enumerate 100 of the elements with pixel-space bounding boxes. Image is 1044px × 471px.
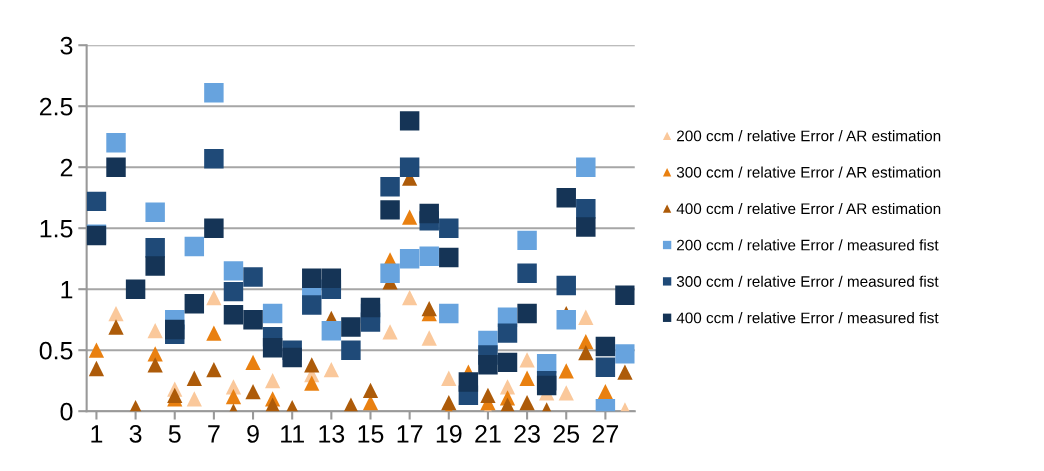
point	[204, 148, 224, 169]
point	[595, 336, 616, 357]
point	[245, 384, 261, 400]
point	[597, 384, 614, 400]
point	[617, 364, 633, 380]
x-tick-label: 15	[358, 425, 384, 443]
point	[282, 347, 302, 368]
y-tick-label: 1	[61, 281, 73, 299]
point	[519, 370, 535, 386]
point	[243, 309, 263, 330]
point	[615, 344, 635, 364]
x-tick-label: 11	[281, 425, 304, 443]
legend-label: 400 ccm / relative Error / AR estimation	[676, 202, 941, 215]
point	[578, 309, 594, 325]
legend-label: 200 ccm / relative Error / measured fist	[677, 239, 939, 251]
point	[595, 357, 616, 377]
point	[419, 246, 439, 266]
y-tick-label: 0	[60, 402, 73, 421]
point	[402, 209, 418, 225]
point	[402, 290, 418, 306]
point	[380, 263, 400, 284]
point	[206, 325, 222, 341]
x-tick-label: 25	[553, 425, 580, 443]
point	[147, 323, 163, 339]
x-tick-label: 13	[319, 425, 345, 443]
point	[499, 397, 516, 412]
point	[321, 268, 342, 288]
legend-label: 300 ccm / relative Error / AR estimation	[676, 166, 941, 178]
point	[421, 301, 437, 317]
point	[106, 157, 126, 177]
point	[145, 202, 165, 223]
point	[578, 344, 594, 361]
point	[399, 111, 420, 131]
point	[576, 157, 596, 177]
point	[206, 290, 222, 306]
point	[223, 261, 244, 281]
point	[576, 217, 596, 237]
point	[262, 338, 283, 358]
point	[125, 279, 146, 299]
y-tick-label: 1.5	[40, 220, 73, 238]
point	[184, 294, 205, 314]
point	[323, 362, 339, 378]
point	[86, 191, 107, 212]
point	[108, 319, 124, 335]
y-tick-label: 3	[60, 36, 73, 55]
point	[576, 198, 596, 219]
point	[519, 395, 535, 411]
x-tick-label: 5	[168, 425, 181, 443]
point	[497, 352, 518, 373]
point	[302, 295, 322, 315]
point	[478, 355, 498, 375]
point	[439, 247, 459, 268]
point	[147, 357, 163, 373]
point	[399, 248, 420, 269]
point	[519, 352, 535, 368]
point	[204, 83, 224, 103]
point	[441, 395, 457, 411]
point	[480, 387, 496, 403]
point	[304, 357, 320, 373]
point	[558, 363, 574, 379]
point	[556, 187, 576, 208]
point	[186, 391, 202, 407]
legend-label: 400 ccm / relative Error / measured fist	[676, 312, 939, 324]
point	[517, 263, 537, 284]
point	[186, 370, 202, 386]
point	[243, 267, 263, 287]
point	[223, 305, 244, 325]
point	[167, 387, 183, 403]
point	[399, 157, 420, 177]
point	[419, 203, 439, 224]
legend-label: 300 ccm / relative Error / measured fist	[676, 275, 939, 287]
x-tick-label: 23	[514, 425, 540, 443]
point	[88, 360, 105, 377]
y-tick-label: 0.5	[39, 341, 73, 360]
point	[421, 330, 437, 346]
point	[204, 218, 224, 238]
point	[262, 303, 283, 324]
point	[536, 375, 557, 396]
point	[439, 218, 459, 238]
x-tick-label: 3	[129, 425, 142, 443]
point	[341, 340, 361, 360]
x-tick-label: 17	[397, 425, 423, 443]
legend-label: 200 ccm / relative Error / AR estimation	[677, 130, 941, 142]
point	[264, 373, 281, 389]
point	[206, 362, 222, 378]
point	[380, 200, 400, 220]
x-tick-label: 1	[91, 425, 103, 443]
point	[439, 303, 459, 324]
point	[556, 275, 576, 296]
point	[517, 230, 537, 251]
x-tick-label: 27	[592, 425, 619, 443]
x-tick-label: 19	[436, 425, 462, 443]
y-tick-label: 2	[60, 158, 73, 177]
point	[88, 342, 105, 358]
point	[165, 319, 185, 340]
point	[615, 285, 635, 306]
x-tick-label: 9	[247, 425, 259, 443]
point	[108, 305, 124, 322]
point	[341, 317, 361, 337]
point	[321, 320, 342, 341]
